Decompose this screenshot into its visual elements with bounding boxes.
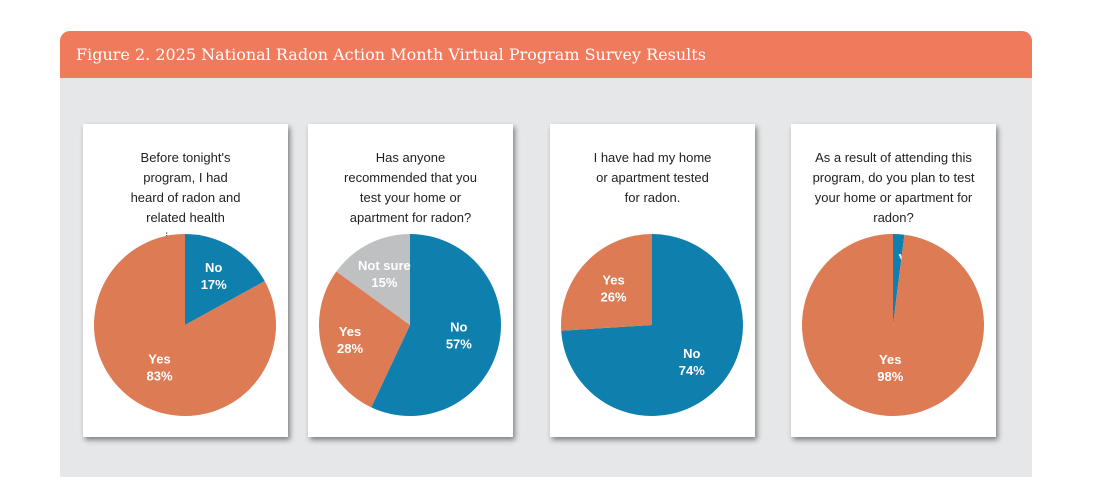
pie-slice-not-sure bbox=[336, 234, 410, 325]
pie-category-text: Not sure bbox=[358, 258, 411, 273]
pie-chart-recommended-test: No 57% Yes 28% Not sure 15% bbox=[319, 234, 501, 416]
card-question: Before tonight's program, I had heard of… bbox=[130, 150, 241, 245]
card-question: Has anyone recommended that you test you… bbox=[344, 150, 477, 225]
pie-slice-no bbox=[371, 234, 501, 416]
pie-label-yes: Yes 26% bbox=[601, 272, 627, 304]
pie-label-no: No 17% bbox=[201, 260, 227, 292]
pie-category-text: No bbox=[683, 346, 700, 361]
survey-card-recommended-test: Has anyone recommended that you test you… bbox=[308, 124, 513, 437]
figure-panel: Figure 2. 2025 National Radon Action Mon… bbox=[60, 31, 1032, 477]
figure-title-bar: Figure 2. 2025 National Radon Action Mon… bbox=[60, 31, 1032, 78]
pie-slice-yes bbox=[802, 234, 985, 416]
pie-label-yes: Yes 98% bbox=[877, 352, 903, 384]
pie-category-text: Yes bbox=[602, 272, 624, 287]
survey-card-plan-to-test: As a result of attending this program, d… bbox=[791, 124, 996, 437]
survey-card-home-tested: I have had my home or apartment tested f… bbox=[550, 124, 755, 437]
card-question: As a result of attending this program, d… bbox=[812, 150, 975, 225]
pie-chart-heard-of-radon: No 17% Yes 83% bbox=[94, 234, 276, 416]
survey-card-heard-of-radon: Before tonight's program, I had heard of… bbox=[83, 124, 288, 437]
pie-slice-yes bbox=[561, 234, 652, 331]
pie-category-text: Yes bbox=[339, 324, 361, 339]
pie-chart-home-tested: No 74% Yes 26% bbox=[561, 234, 743, 416]
pie-value-text: 74% bbox=[679, 363, 705, 378]
pie-value-text: 98% bbox=[877, 369, 903, 384]
pie-category-text: Yes bbox=[879, 352, 901, 367]
pie-slice-no bbox=[185, 234, 265, 325]
pie-label-yes: Yes 83% bbox=[147, 352, 173, 384]
pie-value-text: 57% bbox=[446, 336, 472, 351]
pie-label-not-sure: Not sure 15% bbox=[358, 258, 411, 290]
pie-value-text: 28% bbox=[337, 341, 363, 356]
pie-label-no: No 57% bbox=[446, 319, 472, 351]
pie-slice-yes bbox=[94, 234, 276, 416]
pie-value-text: 15% bbox=[371, 275, 397, 290]
pie-value-text: 17% bbox=[201, 277, 227, 292]
pie-label-no: No 74% bbox=[679, 346, 705, 378]
pie-value-text: 83% bbox=[147, 369, 173, 384]
pie-slice-yes bbox=[319, 271, 410, 408]
pie-category-text: Yes bbox=[148, 352, 170, 367]
pie-category-text: No bbox=[450, 319, 467, 334]
pie-label-yes: Yes 28% bbox=[337, 324, 363, 356]
figure-title: Figure 2. 2025 National Radon Action Mon… bbox=[76, 45, 706, 64]
card-question: I have had my home or apartment tested f… bbox=[593, 150, 712, 205]
pie-value-text: 26% bbox=[601, 289, 627, 304]
pie-slice-no bbox=[561, 234, 743, 416]
pie-category-text: No bbox=[205, 260, 222, 275]
